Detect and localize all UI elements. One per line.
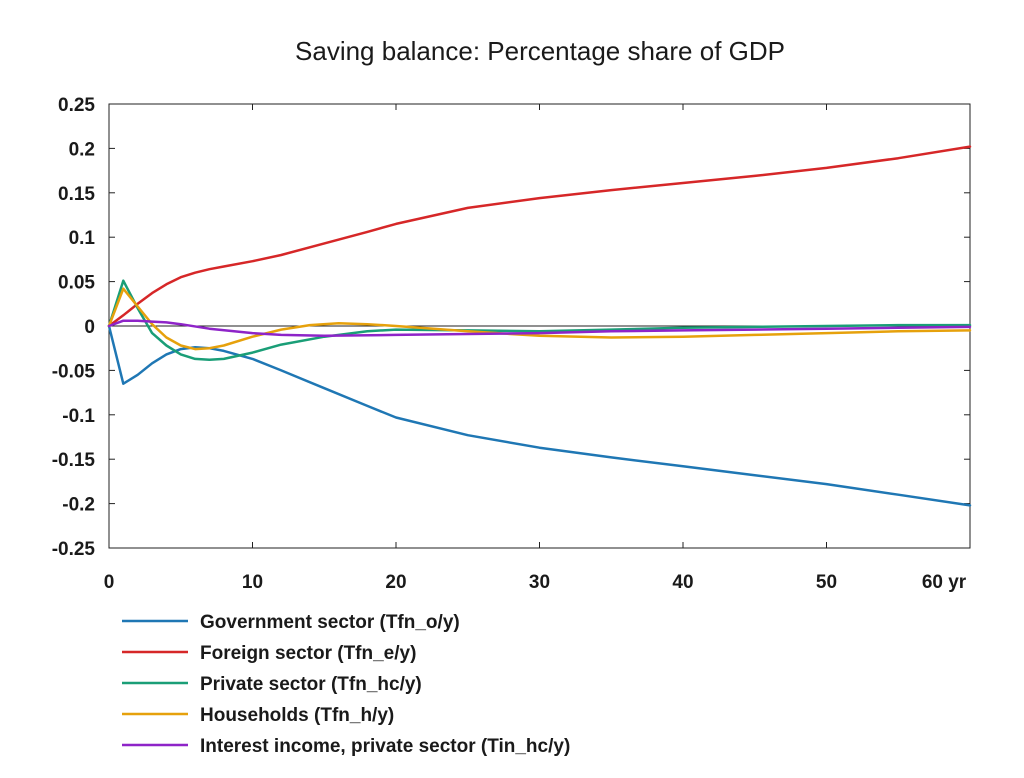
series-line-3 [107,279,972,361]
y-tick-label: 0.2 [69,139,95,160]
series-line-5 [107,319,972,338]
x-tick-label: 30 [529,572,550,593]
y-tick-label: -0.25 [52,539,96,560]
legend-label-4: Households (Tfn_h/y) [200,705,394,726]
x-tick-label: 60 yr [922,572,967,593]
chart-title: Saving balance: Percentage share of GDP [295,36,785,66]
series-line-4 [107,287,972,351]
x-tick-label: 40 [672,572,693,593]
legend-label-2: Foreign sector (Tfn_e/y) [200,643,416,664]
y-tick-label: -0.2 [62,495,95,516]
y-tick-label: -0.15 [52,450,96,471]
series-line-2 [107,145,972,328]
legend: Government sector (Tfn_o/y) Foreign secto… [122,612,570,757]
y-tick-label: 0.05 [58,273,95,294]
y-tick-label: -0.05 [52,361,96,382]
x-tick-label: 20 [385,572,406,593]
x-tick-label: 50 [816,572,837,593]
series-line-1 [107,324,972,507]
y-tick-label: 0 [84,317,95,338]
y-tick-label: 0.25 [58,95,95,116]
y-tick-label: 0.1 [69,228,96,249]
legend-label-3: Private sector (Tfn_hc/y) [200,674,422,695]
plot-area: 0.25 0.2 0.15 0.1 0.05 0 -0.05 -0.1 -0.15 -0.2 -0.… [52,95,972,593]
legend-label-5: Interest income, private sector (Tin_hc/… [200,736,570,757]
x-tick-label: 10 [242,572,263,593]
y-tick-label: 0.15 [58,184,95,205]
legend-label-1: Government sector (Tfn_o/y) [200,612,460,633]
y-tick-label: -0.1 [62,406,95,427]
x-tick-label: 0 [104,572,115,593]
